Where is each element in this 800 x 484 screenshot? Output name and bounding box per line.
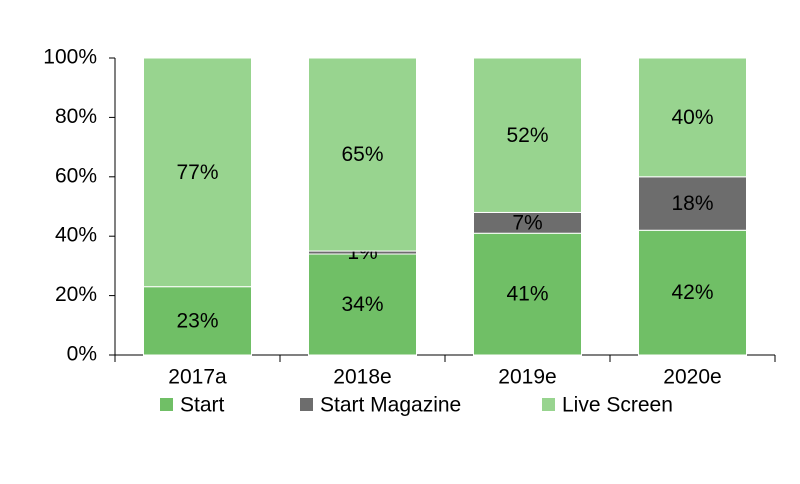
data-label: 7%: [512, 211, 542, 234]
data-label: 18%: [671, 192, 713, 215]
legend-swatch: [542, 398, 555, 411]
data-label: 34%: [341, 293, 383, 316]
x-tick-label: 2020e: [663, 366, 721, 389]
x-tick-label: 2018e: [333, 366, 391, 389]
y-tick-label: 60%: [55, 164, 97, 187]
x-tick-label: 2017a: [168, 366, 227, 389]
y-tick-label: 40%: [55, 224, 97, 247]
data-label: 42%: [671, 281, 713, 304]
bar-segment: [143, 57, 252, 288]
y-tick-label: 100%: [43, 46, 97, 69]
y-tick-label: 80%: [55, 105, 97, 128]
y-tick-label: 20%: [55, 283, 97, 306]
bar-segment: [143, 286, 252, 356]
bar-segment: [638, 229, 747, 356]
bar-segment: [638, 57, 747, 178]
legend-swatch: [160, 398, 173, 411]
data-label: 23%: [176, 309, 218, 332]
bar-segment: [308, 253, 417, 356]
data-label: 65%: [341, 143, 383, 166]
bar-segment: [473, 57, 582, 213]
legend-label: Start: [180, 394, 225, 417]
legend-label: Start Magazine: [320, 394, 461, 417]
data-label: 41%: [506, 283, 548, 306]
data-label: 77%: [176, 161, 218, 184]
bar-segment: [473, 232, 582, 356]
legend-label: Live Screen: [562, 394, 673, 417]
data-label: 40%: [671, 106, 713, 129]
legend-swatch: [300, 398, 313, 411]
bar-segment: [638, 176, 747, 231]
x-tick-label: 2019e: [498, 366, 556, 389]
bar-segment: [308, 57, 417, 252]
data-label: 52%: [506, 124, 548, 147]
y-tick-label: 0%: [67, 343, 97, 366]
